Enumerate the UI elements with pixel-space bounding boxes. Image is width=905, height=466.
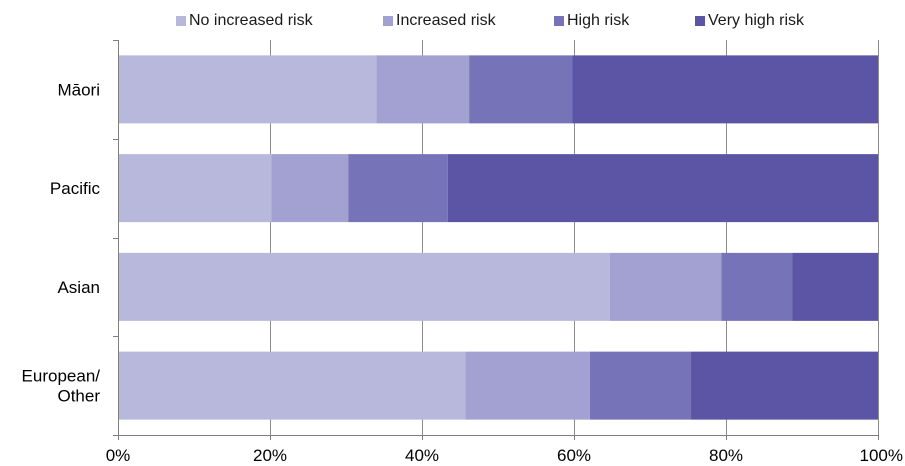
bar-segment-very-high-risk [572,55,878,124]
bar-segment-high-risk [348,154,448,223]
bar-segment-high-risk [469,55,573,124]
bar-segment-no-increased-risk [118,55,377,124]
x-tick-label: 100% [860,446,903,465]
bar-segment-high-risk [721,252,793,321]
category-labels: Māori Pacific Asian European/Other [22,80,101,405]
bar-segment-very-high-risk [792,252,878,321]
legend-label: No increased risk [189,12,313,29]
x-tick-label: 40% [405,446,439,465]
legend-label: Very high risk [708,12,805,29]
x-tick-labels: 0% 20% 40% 60% 80% 100% [106,446,903,465]
legend-label: Increased risk [396,12,496,29]
bar-segment-increased-risk [376,55,470,124]
x-tick-label: 20% [253,446,287,465]
bar-segment-very-high-risk [691,351,878,420]
chart-legend: No increased risk Increased risk High risk… [0,12,905,34]
bar-segment-no-increased-risk [118,351,466,420]
legend-swatch [176,16,186,26]
category-label: Pacific [50,179,101,198]
x-tick-label: 80% [709,446,743,465]
legend-item: Very high risk [695,12,804,30]
category-label: European/Other [22,367,101,406]
legend-label: High risk [567,12,630,29]
bar-segment-no-increased-risk [118,154,272,223]
legend-item: No increased risk [176,12,313,30]
bars [118,55,878,420]
bar-segment-increased-risk [465,351,590,420]
category-label: Māori [57,80,100,99]
bar-segment-no-increased-risk [118,252,610,321]
legend-swatch [554,16,564,26]
legend-swatch [695,16,705,26]
legend-swatch [383,16,393,26]
bar-segment-very-high-risk [447,154,878,223]
category-label: Asian [57,278,100,297]
bar-segment-high-risk [589,351,692,420]
axes [113,40,879,440]
bar-segment-increased-risk [609,252,722,321]
bar-segment-increased-risk [271,154,349,223]
legend-item: Increased risk [383,12,496,30]
x-tick-label: 60% [557,446,591,465]
legend-item: High risk [554,12,629,30]
x-tick-label: 0% [106,446,131,465]
